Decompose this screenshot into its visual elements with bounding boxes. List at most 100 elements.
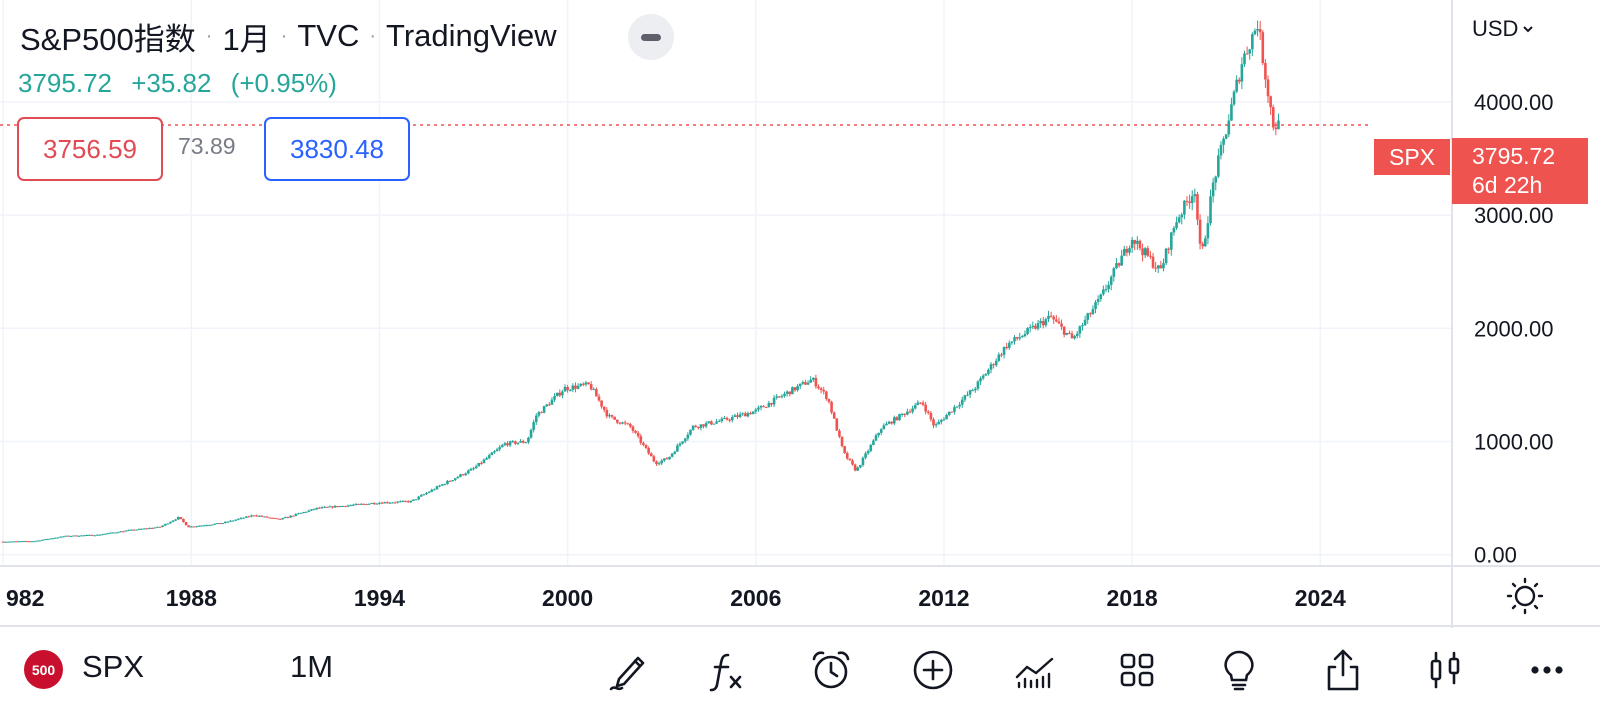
candle-body [276,518,279,520]
candle-body [762,406,765,408]
candle-body [770,402,773,405]
candle-body [744,413,747,417]
candle-body [673,451,677,454]
candle-body [809,379,812,383]
collapse-legend-button[interactable] [628,14,674,60]
candle-body [265,516,269,518]
chart-canvas[interactable]: 0.00 1000.00 2000.00 3000.00 4000.00 982 1988… [0,0,1600,628]
candle-body [1198,219,1202,244]
layouts-button[interactable] [1112,645,1162,695]
symbol-logo[interactable]: 500 [24,650,63,689]
candle-body [95,534,99,536]
candle-body [1044,319,1048,326]
interval-button[interactable]: 1M [290,649,334,684]
candle-body [715,421,718,424]
candle-body [997,354,1001,361]
candle-body [1232,91,1236,105]
candle-body [1081,325,1084,327]
last-price-tag-value: 3795.72 [1472,143,1556,169]
candle-body [788,391,792,395]
ideas-button[interactable] [1214,645,1264,695]
candle-body [299,512,303,514]
candle-body [576,385,580,389]
candle-body [323,506,326,508]
price-tick-label: 1000.00 [1474,429,1554,454]
candle-body [699,424,703,428]
candle-body [678,443,682,446]
candle-body [1188,201,1191,204]
candle-body [621,422,624,424]
candle-body [357,503,360,505]
candle-body [932,419,935,426]
candle-body [106,533,109,535]
candle-body [817,386,820,389]
candle-body [171,520,175,522]
candle-body [289,515,292,518]
candle-body [623,422,627,424]
buy-button[interactable]: 3830.48 [264,117,410,181]
sell-button[interactable]: 3756.59 [17,117,163,181]
currency-selector[interactable]: USD [1472,16,1534,42]
candle-body [730,417,734,421]
price-scale[interactable]: 0.00 1000.00 2000.00 3000.00 4000.00 [1474,90,1554,568]
candle-body [843,446,846,453]
price-change-percent: (+0.95%) [230,68,337,98]
candle-body [778,396,781,398]
candle-body [425,492,428,495]
candle-body [1209,196,1212,224]
plus-circle-icon [913,650,953,690]
candle-body [994,360,998,366]
candle-body [176,517,180,520]
candle-body [383,502,386,504]
candle-body [636,432,640,437]
price-tick-label: 0.00 [1474,543,1517,568]
add-button[interactable] [908,645,958,695]
drawing-tools-button[interactable] [603,645,653,695]
candle-body [1243,53,1246,65]
candle-body [519,441,522,443]
candle-body [971,390,975,392]
spread-value: 73.89 [178,133,236,159]
candle-body [694,425,697,428]
candle-body [443,484,447,486]
candle-body [103,533,107,535]
share-button[interactable] [1318,645,1368,695]
candle-body [835,418,839,431]
candle-body [388,502,392,504]
candle-body [1133,239,1137,244]
chart-settings-icon[interactable] [1506,577,1544,615]
chart-legend-title[interactable]: S&P500指数 · 1月 · TVC · TradingView [20,14,557,58]
candle-body [14,541,18,543]
time-scale[interactable]: 982 1988 1994 2000 2006 2012 2018 2024 [6,585,1346,611]
candle-body [707,421,711,424]
function-icon [709,653,742,692]
candle-body [550,399,554,405]
source-label: TradingView [386,18,557,53]
candle-body [608,415,611,417]
candle-body [1041,321,1045,326]
candle-body [955,406,959,408]
candle-body [38,540,42,542]
candle-body [1245,53,1249,55]
candle-body [250,515,253,517]
candle-body [838,430,841,437]
candle-body [263,516,266,518]
candle-body [532,422,535,430]
candle-body [56,537,60,539]
candle-body [417,496,420,500]
candle-body [359,503,363,505]
more-button[interactable] [1522,645,1572,695]
candle-body [913,405,917,409]
candle-body [916,402,920,406]
candle-body [1028,327,1032,329]
candle-body [584,382,588,385]
candle-body [9,541,13,543]
candle-body [278,518,282,520]
chart-type-button[interactable] [1420,645,1470,695]
candle-body [61,536,65,538]
alerts-button[interactable] [806,645,856,695]
candle-body [574,385,577,389]
indicators-function-button[interactable] [702,645,752,695]
technicals-button[interactable] [1010,645,1060,695]
symbol-search-button[interactable]: SPX [82,649,145,684]
